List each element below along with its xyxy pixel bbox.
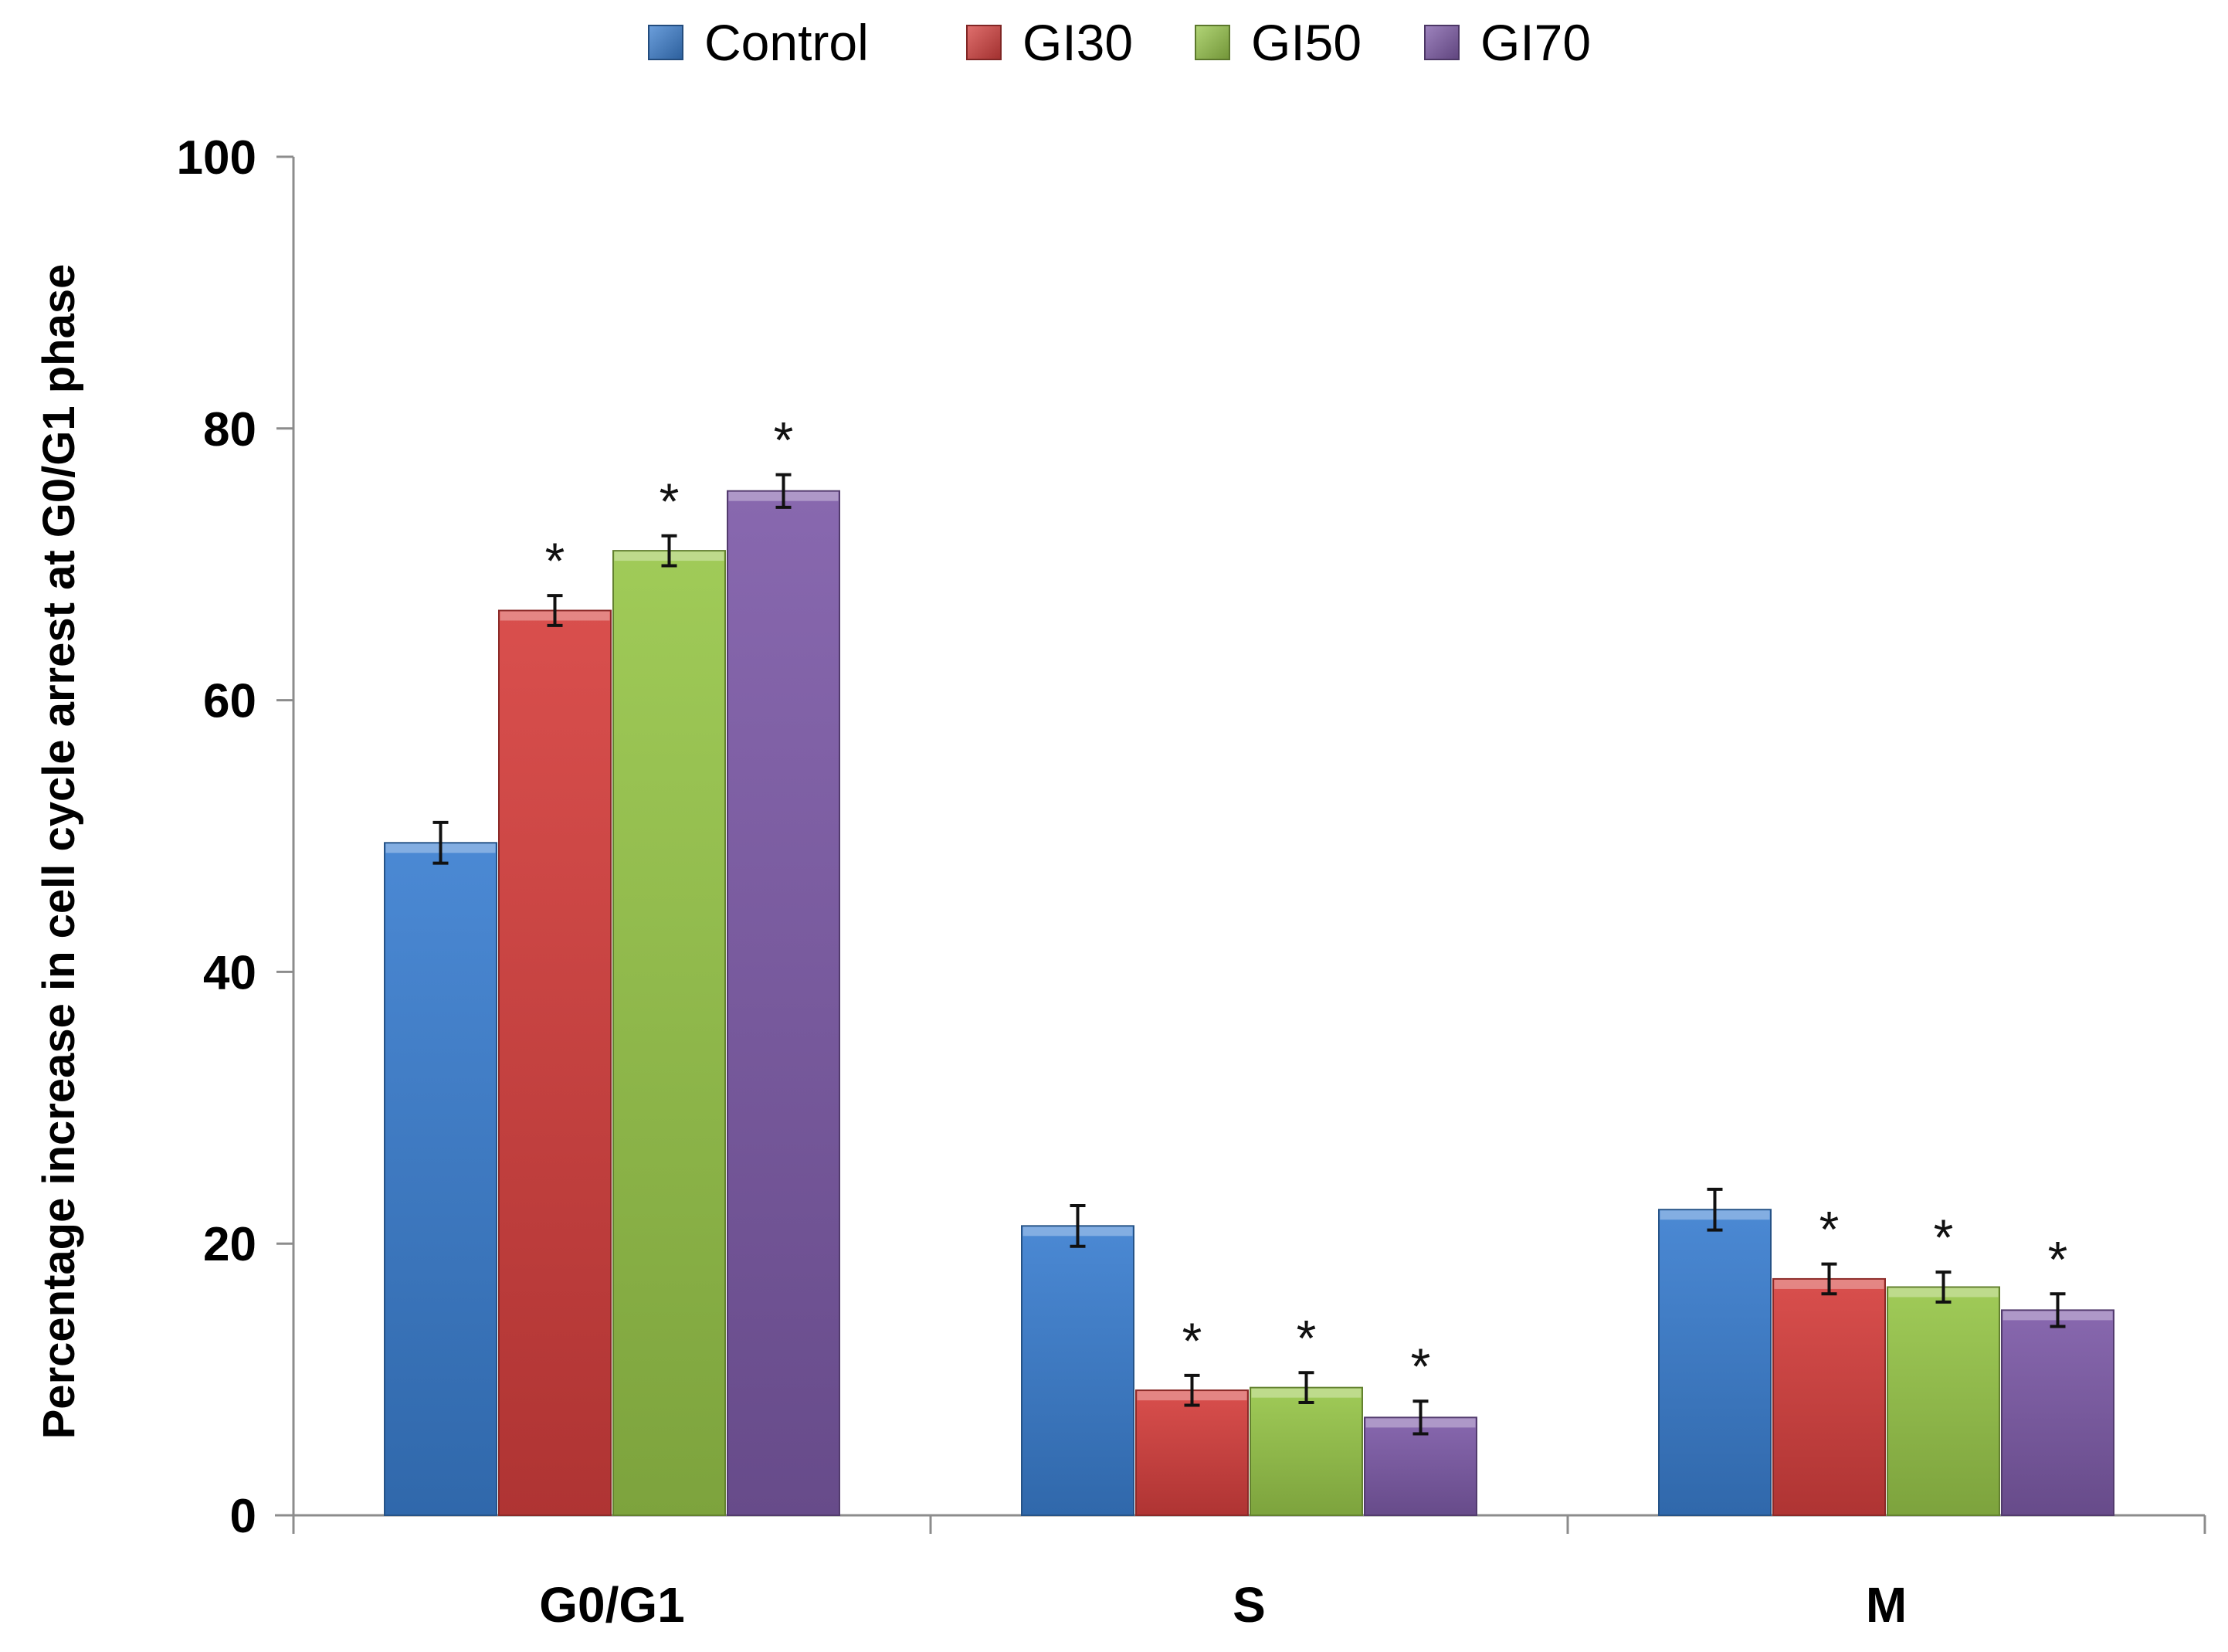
error-bar-gi50-g0-g1 (661, 534, 677, 568)
error-bar-gi30-m (1821, 1262, 1837, 1296)
bar-control-s (1021, 1225, 1134, 1516)
y-tick-label: 100 (177, 131, 256, 185)
significance-marker-gi70-m: * (2048, 1230, 2068, 1287)
error-bar-gi50-s (1298, 1371, 1314, 1405)
legend-swatch-control (648, 25, 683, 60)
legend-swatch-gi70 (1424, 25, 1460, 60)
bar-control-g0-g1 (384, 842, 497, 1517)
legend-swatch-gi30 (966, 25, 1002, 60)
significance-marker-gi50-m: * (1934, 1209, 1954, 1266)
bar-gi50-m (1887, 1286, 2000, 1517)
legend-label-control: Control (704, 14, 869, 71)
error-bar-gi30-s (1184, 1373, 1200, 1407)
error-bar-gi70-g0-g1 (775, 473, 792, 509)
significance-marker-gi70-s: * (1411, 1338, 1431, 1395)
significance-marker-gi50-s: * (1297, 1309, 1317, 1366)
error-bar-gi70-m (2050, 1292, 2066, 1328)
legend-label-gi70: GI70 (1480, 14, 1591, 71)
y-tick-label: 80 (203, 403, 256, 456)
bar-control-m (1658, 1209, 1772, 1516)
significance-marker-gi30-s: * (1182, 1312, 1202, 1369)
legend: Control GI30 GI50 GI70 (648, 14, 1591, 71)
y-tick-label: 40 (203, 946, 256, 999)
bar-gi50-s (1250, 1386, 1363, 1517)
y-axis-title: Percentage increase in cell cycle arrest… (34, 264, 84, 1440)
significance-marker-gi50-g0-g1: * (660, 473, 680, 530)
x-tick-label-g0-g1: G0/G1 (539, 1577, 685, 1633)
labels: 0 20 40 60 80 100 Percentage increase in cell … (34, 131, 2067, 1633)
significance-marker-gi30-g0-g1: * (545, 532, 565, 589)
bar-gi30-m (1772, 1277, 1886, 1516)
bar-gi30-s (1135, 1389, 1249, 1516)
x-tick-label-m: M (1866, 1577, 1907, 1633)
significance-marker-gi30-m: * (1819, 1201, 1840, 1258)
bars (384, 473, 2114, 1517)
error-bar-gi30-g0-g1 (547, 594, 563, 627)
error-bar-control-g0-g1 (432, 820, 449, 865)
error-bar-control-m (1707, 1187, 1723, 1232)
bar-gi70-g0-g1 (727, 490, 840, 1516)
bar-gi50-g0-g1 (612, 550, 726, 1516)
bar-gi70-m (2001, 1309, 2114, 1516)
y-tick-label: 0 (230, 1490, 256, 1543)
legend-label-gi30: GI30 (1022, 14, 1133, 71)
y-tick-label: 20 (203, 1218, 256, 1271)
error-bar-gi50-m (1935, 1270, 1952, 1304)
bar-gi30-g0-g1 (498, 609, 612, 1516)
error-bar-gi70-s (1412, 1399, 1429, 1436)
x-tick-label-s: S (1233, 1577, 1266, 1633)
legend-swatch-gi50 (1195, 25, 1230, 60)
significance-marker-gi70-g0-g1: * (774, 412, 794, 469)
y-tick-label: 60 (203, 675, 256, 728)
legend-label-gi50: GI50 (1251, 14, 1362, 71)
error-bar-control-s (1070, 1203, 1086, 1248)
